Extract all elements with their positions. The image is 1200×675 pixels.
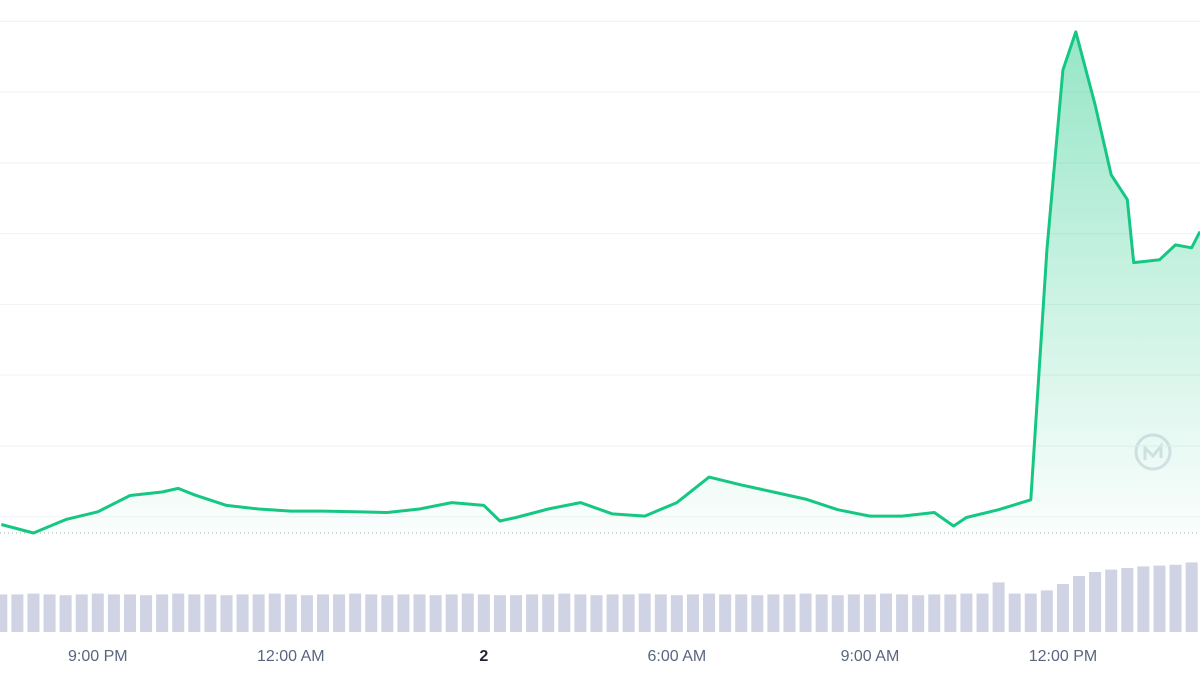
volume-bar	[815, 594, 828, 632]
volume-bar	[365, 594, 378, 632]
volume-bar	[172, 593, 185, 632]
volume-bar	[204, 594, 217, 632]
volume-bar	[831, 595, 844, 632]
volume-bar	[558, 593, 571, 632]
volume-bar	[783, 594, 796, 632]
volume-bar	[75, 594, 88, 632]
volume-bar	[735, 594, 748, 632]
volume-bar	[960, 593, 973, 632]
volume-bar	[670, 595, 683, 632]
volume-bar	[268, 593, 281, 632]
volume-bar	[976, 593, 989, 632]
price-line	[0, 30, 1200, 535]
volume-bar	[1105, 569, 1118, 632]
volume-bar	[847, 594, 860, 632]
volume-bar	[429, 595, 442, 632]
volume-bar	[542, 594, 555, 632]
volume-bar	[1153, 565, 1166, 632]
volume-bar	[880, 593, 893, 632]
volume-bar	[300, 595, 313, 632]
volume-bar	[43, 594, 56, 632]
volume-bar	[252, 594, 265, 632]
volume-bar	[493, 595, 506, 632]
volume-bar	[1137, 566, 1150, 632]
volume-bar	[638, 593, 651, 632]
volume-bar	[896, 594, 909, 632]
volume-bar	[574, 594, 587, 632]
volume-bar	[333, 594, 346, 632]
volume-bar	[1008, 593, 1021, 632]
volume-bar	[686, 594, 699, 632]
volume-bar	[1185, 562, 1198, 632]
volume-bar	[91, 593, 104, 632]
volume-bar	[123, 594, 136, 632]
volume-bar	[1040, 590, 1053, 632]
volume-bar	[140, 595, 153, 632]
x-tick-label: 6:00 AM	[648, 648, 707, 665]
volume-bar	[767, 594, 780, 632]
volume-bar	[397, 594, 410, 632]
x-tick-label: 12:00 PM	[1029, 648, 1097, 665]
volume-bar	[236, 594, 249, 632]
volume-bar	[1024, 593, 1037, 632]
area	[1, 31, 1200, 534]
volume-bar	[381, 595, 394, 632]
volume-bar	[349, 593, 362, 632]
volume-bar	[606, 594, 619, 632]
volume-bar	[1073, 576, 1086, 632]
volume-bar	[1121, 568, 1134, 632]
volume-bar	[59, 595, 72, 632]
volume-bar	[284, 594, 297, 632]
volume-bar	[188, 594, 201, 632]
volume-bar	[220, 595, 233, 632]
volume-bar	[1056, 584, 1069, 632]
volume-bar	[590, 595, 603, 632]
volume-bar	[526, 594, 539, 632]
volume-bar	[912, 595, 925, 632]
volume-bar	[413, 594, 426, 632]
volume-bar	[317, 594, 330, 632]
volume-bar	[703, 593, 716, 632]
volume-bar	[107, 594, 120, 632]
volume-bar	[944, 594, 957, 632]
volume-bar	[27, 593, 40, 632]
volume-bar	[11, 594, 24, 632]
volume-bar	[445, 594, 458, 632]
x-tick-label: 9:00 AM	[841, 648, 900, 665]
volume-bar	[622, 594, 635, 632]
volume-bar	[751, 595, 764, 632]
volume-bar	[928, 594, 941, 632]
x-tick-label: 9:00 PM	[68, 648, 128, 665]
volume-bar	[1089, 572, 1102, 632]
volume-bar	[461, 593, 474, 632]
volume-bar	[799, 593, 812, 632]
x-tick-label: 2	[479, 648, 488, 665]
volume-bar	[863, 594, 876, 632]
volume-bar	[477, 594, 490, 632]
volume-bar	[0, 594, 8, 632]
volume-bar	[1169, 564, 1182, 632]
x-tick-label: 12:00 AM	[257, 648, 325, 665]
volume-bar	[992, 582, 1005, 632]
volume-bar	[719, 594, 732, 632]
volume-bar	[654, 594, 667, 632]
volume-bar	[510, 595, 523, 632]
volume-bar	[156, 594, 169, 632]
